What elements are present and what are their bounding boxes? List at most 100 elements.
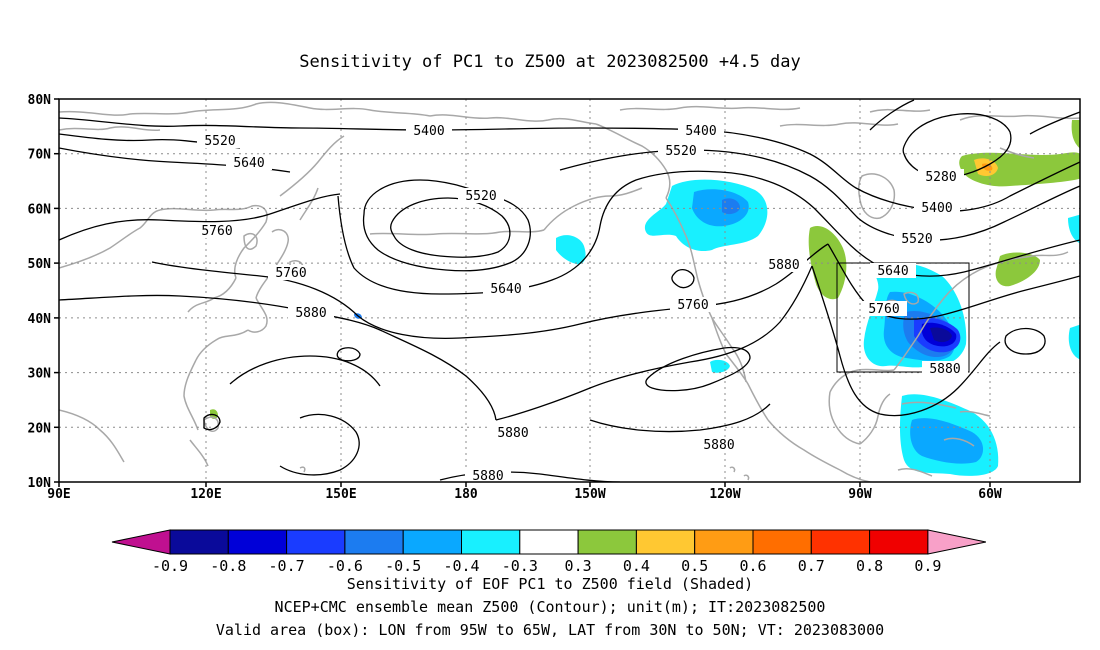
contour-5640-lake: [671, 268, 695, 289]
colorbar-segment: [461, 529, 521, 555]
colorbar-segment: [519, 529, 579, 555]
lat-tick-label: 40N: [28, 312, 52, 327]
colorbar-segment: [752, 529, 812, 555]
contour-5880-closed-a: [336, 347, 361, 362]
contour-label: 5520: [665, 144, 696, 159]
contour-5880-us: [811, 265, 1001, 417]
graticule: [59, 99, 1080, 482]
colorbar-tick-label: 0.8: [856, 557, 883, 575]
colorbar: -0.9 -0.8 -0.7 -0.6 -0.5 -0.4 -0.3 0.3 0.4 0.5 0.6…: [111, 529, 987, 575]
contour-5520-inner: [390, 197, 511, 258]
colorbar-segment: [869, 529, 929, 555]
contour-label: 5880: [703, 438, 734, 453]
latitude-axis: 80N 70N 60N 50N 40N 30N 20N 10N: [28, 93, 52, 491]
colorbar-segment: [286, 529, 346, 555]
lon-tick-label: 150E: [325, 487, 356, 502]
contour-label: 5400: [685, 124, 716, 139]
colorbar-segment: [344, 529, 404, 555]
lat-tick-label: 10N: [28, 476, 52, 491]
contour-label: 5640: [490, 282, 521, 297]
lon-tick-label: 150W: [574, 487, 605, 502]
contour-label: 5760: [275, 266, 306, 281]
colorbar-tick-label: 0.3: [565, 557, 592, 575]
colorbar-segment: [169, 529, 229, 555]
contour-5520-low: [362, 179, 531, 272]
contour-5880-closed-b: [645, 346, 751, 392]
contour-label: 5880: [929, 362, 960, 377]
contour-label: 5520: [901, 232, 932, 247]
contour-5400-north: [869, 99, 915, 131]
contour-label: 5880: [768, 258, 799, 273]
caption-line-1: Sensitivity of EOF PC1 to Z500 field (Sh…: [347, 575, 753, 593]
colorbar-tick-label: 0.4: [623, 557, 650, 575]
caption-line-2: NCEP+CMC ensemble mean Z500 (Contour); u…: [275, 598, 826, 616]
shade-pacific-sky: [692, 189, 749, 227]
colorbar-tick-label: 0.9: [914, 557, 941, 575]
colorbar-segment: [694, 529, 754, 555]
contour-5880-south: [229, 355, 381, 387]
lon-tick-label: 120W: [709, 487, 740, 502]
tick-marks: [54, 98, 991, 487]
contour-label: 5520: [204, 134, 235, 149]
lon-tick-label: 60W: [978, 487, 1002, 502]
lat-tick-label: 50N: [28, 257, 52, 272]
lat-tick-label: 80N: [28, 93, 52, 108]
contour-label: 5760: [201, 224, 232, 239]
contour-label: 5760: [677, 298, 708, 313]
coastlines: [59, 101, 1080, 482]
contour-label: 5640: [233, 156, 264, 171]
contour-label: 5760: [868, 302, 899, 317]
shade-atlantic-cyan-se: [1068, 324, 1080, 360]
contour-label: 5280: [925, 170, 956, 185]
colorbar-left-extension: [111, 529, 171, 555]
lon-tick-label: 90E: [47, 487, 70, 502]
lon-tick-label: 90W: [848, 487, 872, 502]
colorbar-segment: [635, 529, 696, 555]
contour-label: 5400: [921, 201, 952, 216]
colorbar-tick-label: -0.8: [210, 557, 246, 575]
lon-tick-label: 180: [454, 487, 478, 502]
figure-title: Sensitivity of PC1 to Z500 at 2023082500…: [299, 52, 801, 72]
shade-pacific-blue: [722, 198, 740, 215]
map-frame: [58, 98, 1081, 483]
contour-label: 5880: [295, 306, 326, 321]
longitude-axis: 90E 120E 150E 180 150W 120W 90W 60W: [47, 487, 1002, 502]
colorbar-tick-label: -0.9: [152, 557, 188, 575]
colorbar-tick-label: 0.5: [681, 557, 708, 575]
colorbar-tick-label: -0.7: [269, 557, 305, 575]
contour-5880-sw: [279, 413, 360, 476]
contour-label: 5520: [465, 189, 496, 204]
caption-line-3: Valid area (box): LON from 95W to 65W, L…: [216, 621, 884, 639]
colorbar-tick-label: 0.7: [798, 557, 825, 575]
contour-label: 5400: [413, 124, 444, 139]
colorbar-segment: [577, 529, 637, 555]
contour-5760-west: [59, 193, 341, 241]
shade-labrador-green: [1071, 120, 1080, 149]
colorbar-segment: [402, 529, 463, 555]
contour-5280-east: [1029, 111, 1080, 135]
shade-atlantic-cyan-east: [1068, 214, 1080, 244]
colorbar-tick-label: -0.6: [327, 557, 363, 575]
contour-5880-east: [495, 265, 813, 421]
colorbar-tick-label: -0.5: [385, 557, 421, 575]
colorbar-right-extension: [927, 529, 987, 555]
contour-labels: 5520 5640 5400 5400 5520 5520 5760 5760 …: [194, 123, 968, 484]
shade-eastus-navy: [930, 327, 952, 343]
shade-caribbean-sky: [910, 418, 984, 464]
colorbar-tick-label: 0.6: [739, 557, 766, 575]
colorbar-tick-label: -0.4: [443, 557, 479, 575]
shade-small-cyan-160w: [556, 235, 586, 265]
colorbar-tick-label: -0.3: [502, 557, 538, 575]
contour-5280-closed: [902, 113, 1012, 179]
contour-5880-small-d: [203, 413, 221, 431]
contour-5880-closed-c: [1004, 327, 1046, 355]
z500-contours: [59, 99, 1080, 482]
colorbar-segment: [227, 529, 288, 555]
lat-tick-label: 20N: [28, 421, 52, 436]
contour-label: 5640: [877, 264, 908, 279]
lat-tick-label: 70N: [28, 148, 52, 163]
contour-label: 5880: [497, 426, 528, 441]
lat-tick-label: 30N: [28, 367, 52, 382]
lat-tick-label: 60N: [28, 202, 52, 217]
